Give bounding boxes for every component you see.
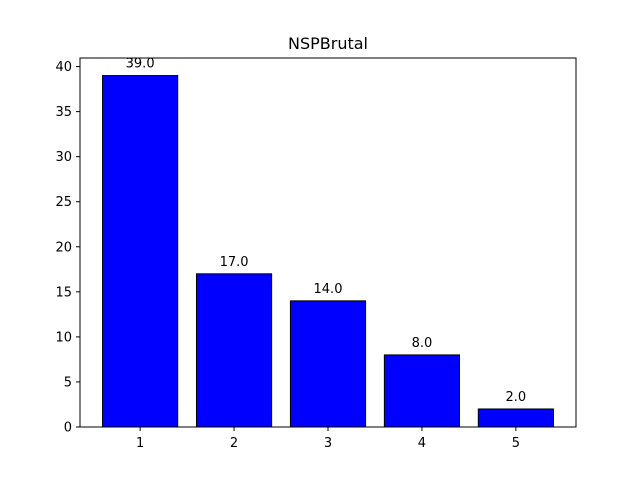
data-label-2: 17.0 bbox=[220, 255, 249, 270]
bars-group bbox=[102, 75, 554, 428]
x-axis: 1 2 3 4 5 bbox=[136, 427, 520, 451]
bar-3 bbox=[289, 300, 367, 428]
bar-5 bbox=[477, 408, 554, 428]
y-tick-label-30: 30 bbox=[55, 150, 72, 165]
y-tick-label-15: 15 bbox=[55, 285, 72, 300]
y-tick-label-5: 5 bbox=[64, 375, 72, 390]
x-tick-label-3: 3 bbox=[324, 436, 332, 451]
y-tick-label-20: 20 bbox=[55, 240, 72, 255]
bar-2 bbox=[195, 273, 273, 428]
data-label-3: 14.0 bbox=[314, 282, 343, 297]
x-tick-label-2: 2 bbox=[230, 436, 238, 451]
data-label-4: 8.0 bbox=[412, 336, 433, 351]
x-tick-label-4: 4 bbox=[418, 436, 426, 451]
x-tick-label-1: 1 bbox=[136, 436, 144, 451]
data-label-5: 2.0 bbox=[506, 390, 527, 405]
chart-title: NSPBrutal bbox=[288, 34, 368, 53]
y-tick-label-25: 25 bbox=[55, 195, 72, 210]
y-axis: 0 5 10 15 20 25 30 35 40 bbox=[55, 60, 80, 436]
y-tick-label-35: 35 bbox=[55, 105, 72, 120]
y-tick-label-0: 0 bbox=[64, 421, 72, 436]
plot-frame bbox=[79, 57, 577, 428]
data-label-1: 39.0 bbox=[126, 57, 155, 72]
y-tick-label-10: 10 bbox=[55, 330, 72, 345]
y-tick-label-40: 40 bbox=[55, 60, 72, 75]
data-labels-group: 39.0 17.0 14.0 8.0 2.0 bbox=[126, 57, 527, 405]
x-tick-label-5: 5 bbox=[512, 436, 520, 451]
bar-4 bbox=[383, 354, 461, 428]
bar-1 bbox=[102, 75, 179, 428]
